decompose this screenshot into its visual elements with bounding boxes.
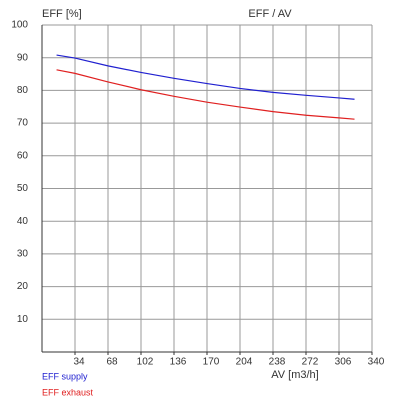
y-tick-label: 80 [17, 85, 29, 96]
y-tick-label: 20 [17, 281, 29, 292]
x-tick-label: 238 [269, 357, 286, 368]
series-line [56, 54, 355, 100]
y-tick-label: 30 [17, 249, 29, 260]
y-tick-label: 100 [11, 20, 28, 31]
y-tick-label: 60 [17, 150, 29, 161]
legend-entry: EFF supply [42, 371, 88, 381]
y-tick-label: 50 [17, 183, 29, 194]
x-tick-label: 34 [73, 357, 85, 368]
y-tick-label: 40 [17, 216, 29, 227]
x-tick-label: 68 [106, 357, 118, 368]
chart-title: EFF / AV [248, 8, 292, 20]
y-tick-label: 10 [17, 314, 29, 325]
series-line [56, 69, 355, 120]
legend-entry: EFF exhaust [42, 387, 94, 397]
x-tick-label: 306 [335, 357, 352, 368]
y-tick-label: 70 [17, 118, 29, 129]
x-tick-label: 340 [368, 357, 385, 368]
y-tick-label: 90 [17, 52, 29, 63]
x-axis-label: AV [m3/h] [271, 369, 318, 381]
x-tick-label: 102 [137, 357, 154, 368]
x-tick-label: 170 [203, 357, 220, 368]
y-axis-label: EFF [%] [42, 8, 82, 20]
x-tick-label: 272 [302, 357, 319, 368]
x-tick-label: 136 [170, 357, 187, 368]
x-tick-label: 204 [236, 357, 253, 368]
